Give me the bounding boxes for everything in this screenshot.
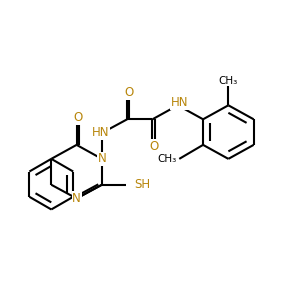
Text: CH₃: CH₃ — [219, 76, 238, 86]
Text: O: O — [124, 86, 133, 99]
Text: N: N — [72, 192, 81, 205]
Text: CH₃: CH₃ — [157, 154, 176, 164]
Text: O: O — [74, 111, 83, 124]
Text: HN: HN — [170, 96, 188, 109]
Text: SH: SH — [134, 178, 150, 191]
Text: N: N — [97, 152, 106, 165]
Text: HN: HN — [92, 127, 109, 139]
Text: O: O — [149, 140, 158, 153]
